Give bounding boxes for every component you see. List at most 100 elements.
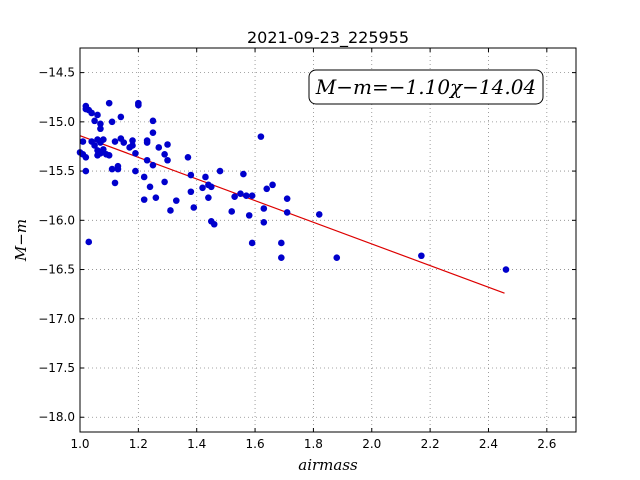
data-point <box>161 151 168 158</box>
equation-label: M−m=−1.10χ−14.04 <box>315 75 536 99</box>
data-point <box>91 117 98 125</box>
data-point <box>135 99 142 107</box>
data-point <box>333 254 341 262</box>
data-point <box>94 111 101 119</box>
chart-title: 2021-09-23_225955 <box>247 28 409 48</box>
y-tick-label: −17.5 <box>38 361 75 375</box>
x-tick-label: 2.0 <box>362 437 381 451</box>
data-point <box>245 212 253 219</box>
x-tick-label: 1.8 <box>304 437 323 451</box>
data-point <box>263 185 271 193</box>
data-point <box>152 194 160 201</box>
data-point <box>111 179 119 187</box>
data-point <box>231 193 238 200</box>
y-tick-label: −15.0 <box>38 115 75 129</box>
y-tick-labels: −18.0 −17.5 −17.0 −16.5 −16.0 −15.5 −15.0 −14.5 <box>38 66 75 425</box>
data-point <box>114 165 122 173</box>
data-point <box>190 204 198 211</box>
data-points <box>76 99 510 273</box>
data-point <box>207 183 215 191</box>
data-point <box>248 239 256 247</box>
data-point <box>146 183 154 191</box>
x-tick-label: 1.4 <box>187 437 206 451</box>
data-point <box>149 161 157 169</box>
data-point <box>100 136 107 143</box>
data-point <box>164 156 171 164</box>
data-point <box>283 209 291 216</box>
x-tick-label: 1.6 <box>246 437 265 451</box>
data-point <box>243 192 250 199</box>
grid-lines <box>79 48 576 432</box>
data-point <box>167 207 174 214</box>
data-point <box>187 188 195 196</box>
data-point <box>184 153 192 161</box>
y-tick-label: −14.5 <box>38 66 75 80</box>
equation-box: M−m=−1.10χ−14.04 <box>308 69 544 105</box>
data-point <box>269 181 276 189</box>
data-point <box>79 138 87 145</box>
data-point <box>216 167 224 175</box>
data-point <box>210 220 218 228</box>
equation-box-frame <box>308 69 544 105</box>
data-point <box>257 133 265 140</box>
data-point <box>88 109 95 117</box>
data-point <box>85 238 93 246</box>
y-tick-label: −18.0 <box>38 410 75 424</box>
x-tick-labels: 1.0 1.2 1.4 1.6 1.8 2.0 2.2 2.4 2.6 <box>70 437 556 451</box>
data-point <box>140 196 148 203</box>
data-point <box>149 129 157 136</box>
data-point <box>205 194 212 201</box>
data-point <box>260 205 268 212</box>
data-point <box>164 141 171 148</box>
data-point <box>202 173 209 181</box>
data-point <box>155 144 163 151</box>
data-point <box>117 113 125 121</box>
y-tick-label: −15.5 <box>38 164 75 178</box>
data-point <box>91 142 98 149</box>
x-axis-label: airmass <box>298 456 358 474</box>
data-point <box>228 208 236 215</box>
data-point <box>143 139 151 146</box>
data-point <box>240 170 247 178</box>
y-tick-label: −17.0 <box>38 312 75 326</box>
data-point <box>132 150 139 157</box>
y-tick-label: −16.5 <box>38 263 75 277</box>
data-point <box>199 184 206 192</box>
data-point <box>82 167 90 175</box>
data-point <box>108 165 116 173</box>
data-point <box>120 139 128 146</box>
x-tick-label: 1.2 <box>129 437 148 451</box>
data-point <box>105 99 113 107</box>
x-tick-label: 2.6 <box>537 437 556 451</box>
y-tick-label: −16.0 <box>38 213 75 227</box>
fit-line-group <box>79 135 505 294</box>
data-point <box>315 211 323 218</box>
y-axis-label: M−m <box>12 219 30 262</box>
data-point <box>105 152 113 159</box>
data-point <box>143 156 151 164</box>
fit-line <box>79 135 505 294</box>
data-point <box>237 190 244 198</box>
data-point <box>283 195 291 202</box>
data-point <box>97 125 104 133</box>
data-point <box>248 192 256 199</box>
data-point <box>187 171 195 179</box>
data-point <box>149 117 157 125</box>
data-point <box>502 266 510 273</box>
data-point <box>100 146 107 153</box>
plot-frame <box>79 47 577 433</box>
x-tick-label: 2.4 <box>479 437 498 451</box>
data-point <box>418 252 425 260</box>
data-point <box>129 142 136 149</box>
x-tick-label: 1.0 <box>70 437 89 451</box>
data-point <box>172 197 180 204</box>
data-point <box>278 254 285 262</box>
data-point <box>129 137 136 144</box>
data-point <box>97 120 104 128</box>
data-point <box>260 218 268 226</box>
data-point <box>108 118 116 126</box>
data-point <box>132 167 139 175</box>
data-point <box>278 239 285 247</box>
data-point <box>111 138 119 145</box>
